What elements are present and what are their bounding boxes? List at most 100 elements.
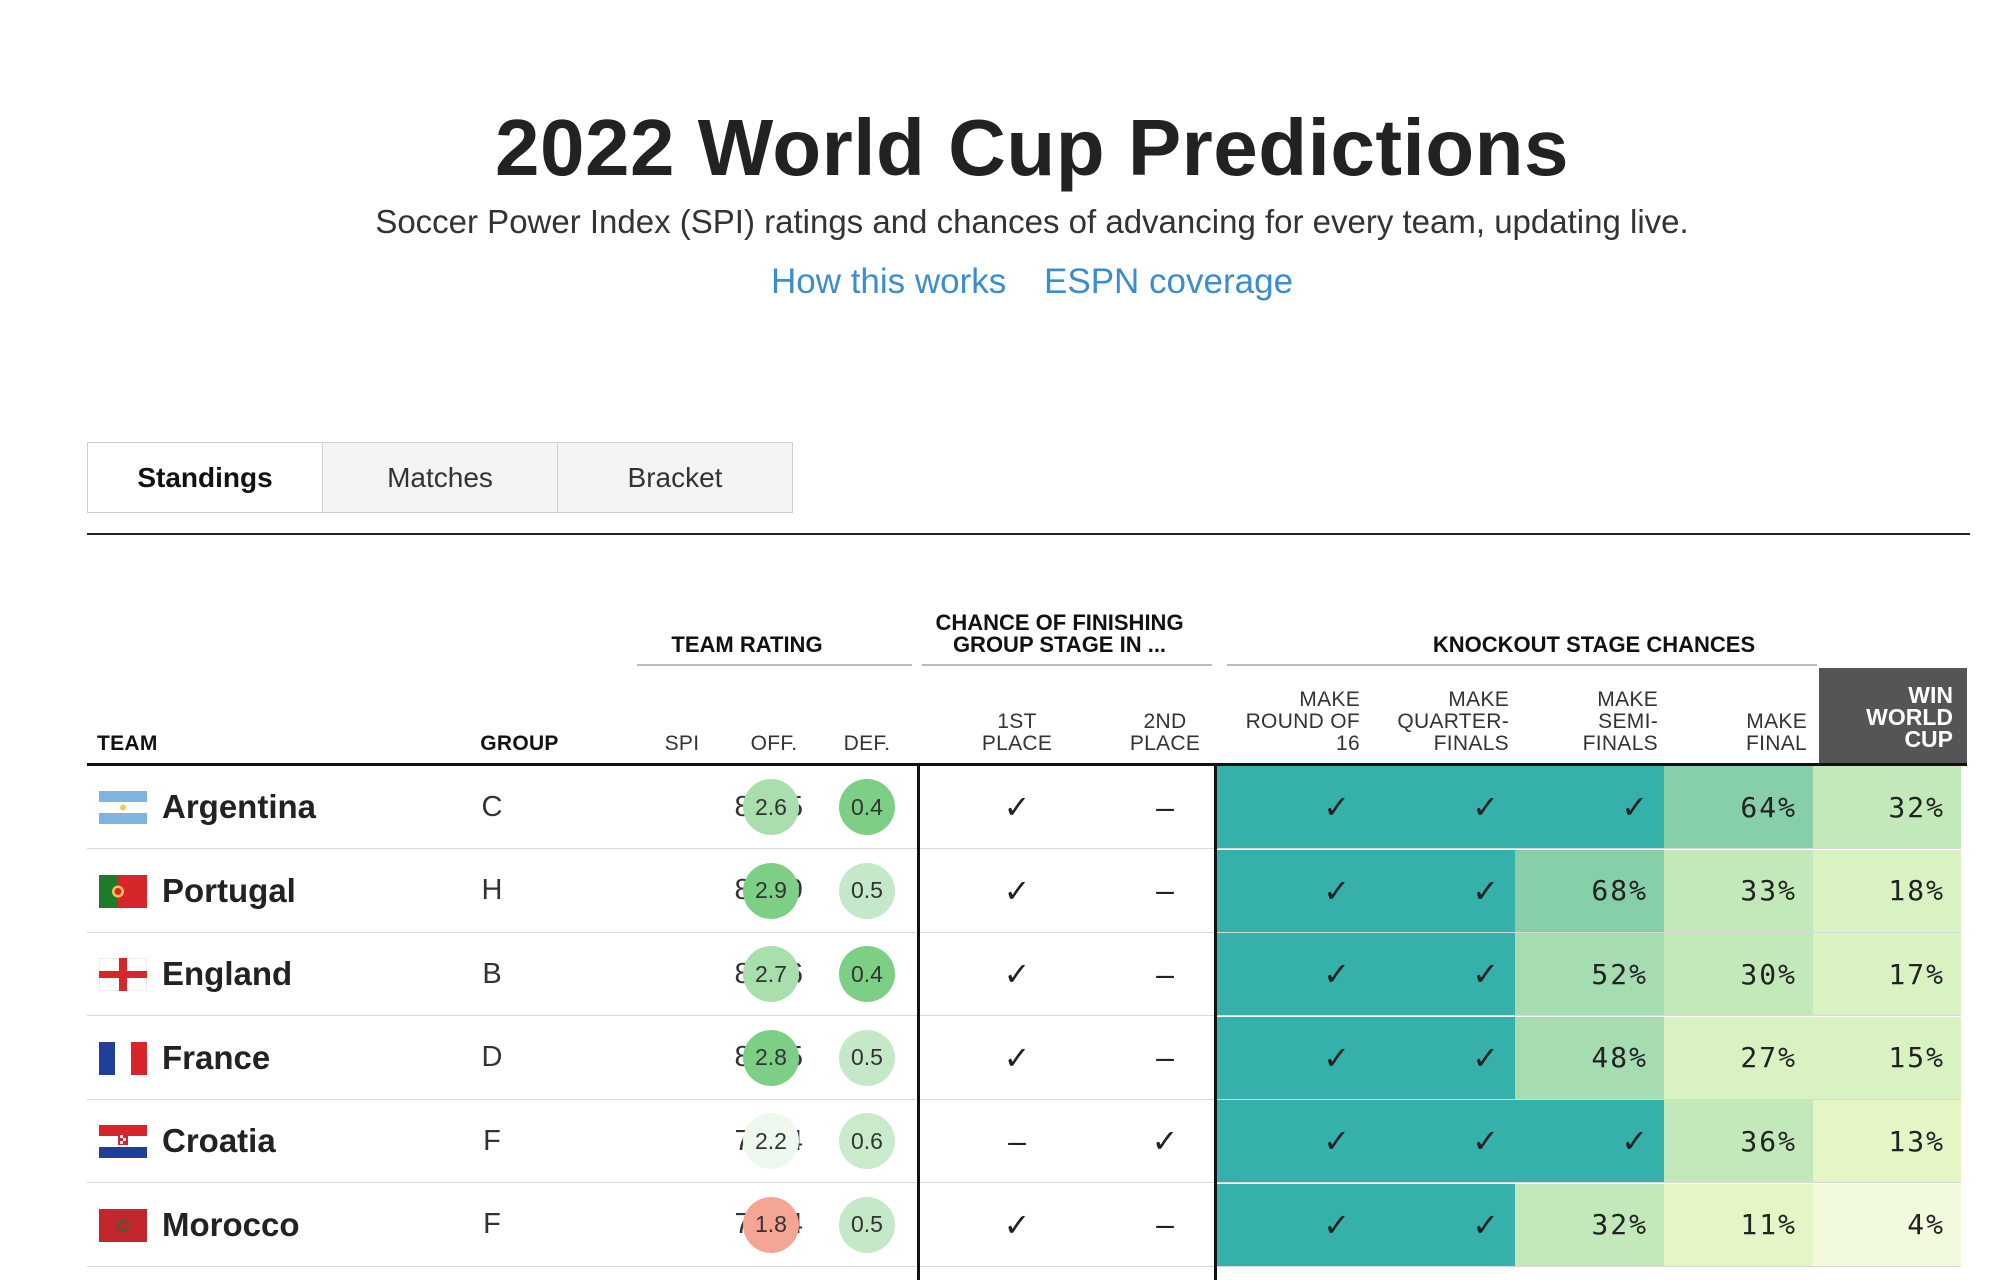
col-header-2nd-line1: 2ND [1143, 710, 1187, 733]
table-row[interactable]: ✓✓✓36%13%CroatiaF79.42.20.6–✓ [87, 1100, 1961, 1183]
cell-sf: 68% [1515, 849, 1664, 932]
page-subtitle: Soccer Power Index (SPI) ratings and cha… [375, 203, 1689, 240]
cell-win: 17% [1813, 933, 1961, 1015]
group-header-team-rating: TEAM RATING [671, 632, 823, 657]
cell-1st-place: ✓ [1003, 1039, 1031, 1076]
table-row[interactable]: ✓✓68%33%18%PortugalH87.92.90.5✓– [87, 849, 1961, 933]
argentina-flag-icon [99, 791, 147, 824]
cell-qf: ✓ [1366, 766, 1515, 848]
croatia-flag-icon [99, 1125, 147, 1158]
col-header-off: OFF. [750, 732, 798, 755]
cell-2nd-place: ✓ [1151, 1123, 1179, 1159]
table-row[interactable]: ✓✓48%27%15%FranceD87.52.80.5✓– [87, 1016, 1961, 1100]
header-rule [87, 763, 1967, 766]
cell-sf: ✓ [1515, 766, 1664, 848]
team-name[interactable]: Croatia [162, 1122, 276, 1159]
col-header-win-line3: CUP [1904, 726, 1953, 752]
cell-off-rating: 2.8 [743, 1029, 799, 1086]
col-header-1st-line2: PLACE [981, 732, 1053, 755]
cell-sf: ✓ [1515, 1100, 1664, 1182]
table-row[interactable]: ✓✓✓64%32%ArgentinaC87.52.60.4✓– [87, 766, 1961, 849]
team-name[interactable]: France [162, 1038, 271, 1076]
cell-2nd-place: – [1156, 788, 1174, 825]
col-header-sf-line2: SEMI- [1598, 710, 1658, 733]
cell-win: 15% [1813, 1016, 1961, 1099]
cell-def-rating: 0.5 [839, 862, 895, 919]
tabs-divider [87, 533, 1970, 535]
group-header-chance-2: GROUP STAGE IN ... [952, 632, 1167, 657]
cell-final: 64% [1664, 766, 1813, 848]
tab-standings[interactable]: Standings [87, 442, 323, 513]
cell-group: C [481, 790, 503, 823]
cell-r16: ✓ [1217, 933, 1366, 1015]
cell-r16: ✓ [1217, 849, 1366, 932]
cell-2nd-place: – [1156, 1206, 1174, 1242]
tab-matches[interactable]: Matches [322, 442, 558, 513]
cell-final: 36% [1664, 1100, 1813, 1182]
cell-off-rating: 2.6 [743, 779, 799, 835]
col-header-2nd-line2: PLACE [1129, 732, 1201, 755]
france-flag-icon [99, 1041, 147, 1075]
cell-off-rating: 2.9 [743, 862, 799, 919]
group-header-knockout: KNOCKOUT STAGE CHANCES [1432, 632, 1756, 657]
cell-off-rating: 2.7 [743, 946, 799, 1002]
cell-final: 27% [1664, 1016, 1813, 1099]
cell-off-rating: 1.8 [743, 1196, 799, 1253]
col-header-1st-line1: 1ST [997, 710, 1037, 733]
cell-2nd-place: – [1156, 955, 1174, 992]
col-header-final-line1: MAKE [1746, 710, 1807, 733]
cell-def-rating: 0.5 [839, 1029, 895, 1086]
col-header-r16-line3: 16 [1336, 732, 1360, 755]
tab-bracket[interactable]: Bracket [557, 442, 793, 513]
col-header-r16-line1: MAKE [1299, 688, 1360, 711]
cell-sf: 32% [1515, 1183, 1664, 1266]
cell-off-rating: 2.2 [743, 1113, 799, 1169]
team-name[interactable]: Morocco [162, 1205, 300, 1243]
page-title: 2022 World Cup Predictions [495, 103, 1569, 192]
column-divider [1214, 763, 1217, 1280]
cell-1st-place: ✓ [1003, 1206, 1031, 1243]
cell-final: 30% [1664, 933, 1813, 1015]
cell-qf: ✓ [1366, 1100, 1515, 1182]
cell-qf: ✓ [1366, 849, 1515, 932]
cell-group: D [481, 1041, 503, 1073]
col-header-qf-line3: FINALS [1433, 732, 1509, 755]
team-name[interactable]: Argentina [162, 788, 317, 825]
cell-r16: ✓ [1217, 1100, 1366, 1182]
col-header-qf-line1: MAKE [1448, 688, 1509, 711]
col-header-r16-line2: ROUND OF [1245, 710, 1360, 733]
cell-qf: ✓ [1366, 933, 1515, 1015]
cell-win: 13% [1813, 1100, 1961, 1182]
cell-qf: ✓ [1366, 1016, 1515, 1099]
cell-qf: ✓ [1366, 1183, 1515, 1266]
team-name[interactable]: Portugal [162, 871, 296, 909]
group-header-rule [922, 664, 1212, 666]
cell-1st-place: ✓ [1003, 872, 1031, 909]
view-tabs: Standings Matches Bracket [87, 442, 793, 513]
team-name[interactable]: England [162, 955, 293, 992]
espn-coverage-link[interactable]: ESPN coverage [1044, 262, 1294, 301]
cell-r16: ✓ [1217, 1016, 1366, 1099]
page-header: 2022 World Cup Predictions Soccer Power … [0, 100, 2008, 302]
table-row[interactable]: ✓✓32%11%4%MoroccoF74.41.80.5✓– [87, 1183, 1961, 1267]
column-divider [917, 763, 920, 1280]
cell-group: H [481, 874, 503, 906]
cell-2nd-place: – [1156, 872, 1174, 908]
col-header-sf-line3: FINALS [1582, 732, 1658, 755]
cell-2nd-place: – [1156, 1039, 1174, 1075]
col-header-qf-line2: QUARTER- [1397, 710, 1509, 733]
cell-def-rating: 0.5 [839, 1196, 895, 1253]
cell-r16: ✓ [1217, 766, 1366, 848]
col-header-def: DEF. [843, 732, 891, 755]
col-header-sf-line1: MAKE [1597, 688, 1658, 711]
how-this-works-link[interactable]: How this works [770, 262, 1007, 301]
cell-group: F [483, 1208, 501, 1240]
england-flag-icon [98, 957, 148, 992]
cell-1st-place: ✓ [1003, 956, 1031, 992]
table-row[interactable]: ✓✓52%30%17%EnglandB87.62.70.4✓– [87, 933, 1961, 1016]
cell-win: 18% [1813, 849, 1961, 932]
cell-r16: ✓ [1217, 1183, 1366, 1266]
cell-def-rating: 0.6 [839, 1113, 895, 1169]
col-header-win-line2: WORLD [1866, 704, 1953, 730]
cell-1st-place: – [1008, 1122, 1026, 1159]
